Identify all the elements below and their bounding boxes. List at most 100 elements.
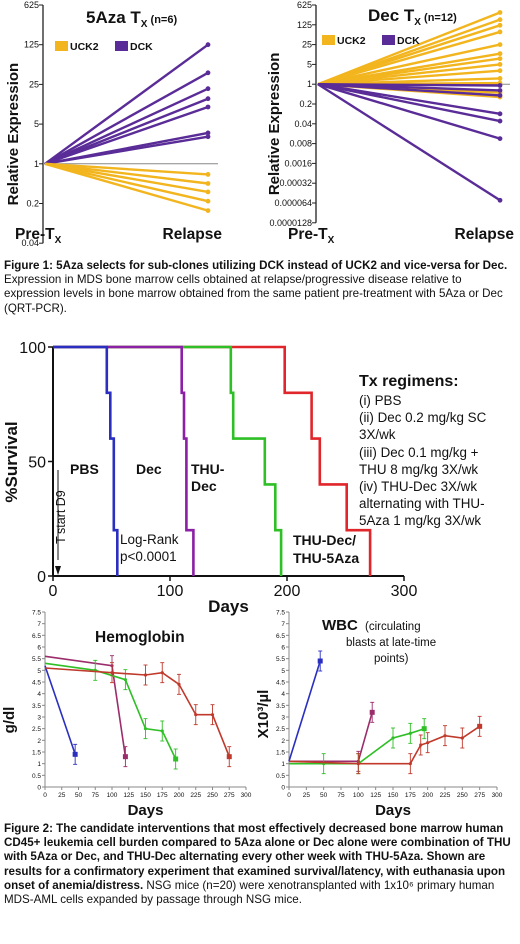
y-tick-label-p1: 125 xyxy=(24,40,39,50)
small-x-tick-label-p5: 300 xyxy=(492,792,503,799)
y-tick-label-p1: 0.2 xyxy=(26,199,39,209)
small-x-tick-label-p5: 275 xyxy=(474,792,485,799)
small-series-endpoint-p5-0 xyxy=(317,658,323,664)
km-label-thu-dec-line1: THU- xyxy=(191,461,225,477)
km-annotation-tx-start: T xyxy=(54,536,68,544)
series-line-p1-1 xyxy=(44,71,209,165)
km-annotation-pvalue: p<0.0001 xyxy=(120,549,177,564)
small-x-tick-label-p5: 100 xyxy=(353,792,364,799)
series-point-p1-7 xyxy=(205,172,211,177)
regimen-item-1: (i) PBS xyxy=(359,393,402,408)
small-series-point-p5-3 xyxy=(443,734,447,738)
series-point-p2-7 xyxy=(497,62,503,67)
km-x-axis-title: Days xyxy=(208,597,249,616)
series-line-p1-9 xyxy=(44,162,209,194)
small-series-point-p4-3 xyxy=(143,673,148,677)
small-x-tick-label-p4: 275 xyxy=(224,792,235,799)
small-series-point-p5-2 xyxy=(408,731,412,735)
small-x-tick-label-p4: 225 xyxy=(190,792,201,799)
small-y-tick-label-p4: 1 xyxy=(37,761,41,768)
small-y-tick-label-p4: 2.5 xyxy=(32,726,41,733)
small-series-point-p5-3 xyxy=(460,736,464,740)
small-y-tick-label-p5: 1 xyxy=(281,761,285,768)
small-series-endpoint-p4-2 xyxy=(173,756,179,762)
small-series-line-p4-2 xyxy=(44,662,177,760)
small-y-tick-label-p5: 4.5 xyxy=(276,680,285,687)
small-y-tick-label-p5: 0.5 xyxy=(276,773,285,780)
small-x-tick-label-p5: 200 xyxy=(422,792,433,799)
series-point-p2-2 xyxy=(497,22,503,28)
regimens-legend: Tx regimens: (i) PBS (ii) Dec 0.2 mg/kg … xyxy=(359,372,519,530)
regimen-item-3a: (iii) Dec 0.1 mg/kg + xyxy=(359,444,479,460)
regimen-item-4b: alternating with THU- xyxy=(359,496,485,512)
series-point-p2-19 xyxy=(497,197,503,203)
series-line-p1-2 xyxy=(44,87,209,165)
small-series-point-p4-3 xyxy=(210,713,215,717)
series-point-p1-5 xyxy=(205,130,211,136)
small-y-tick-label-p4: 6.5 xyxy=(32,633,41,640)
small-y-tick-label-p5: 7.5 xyxy=(276,610,285,617)
series-point-p2-17 xyxy=(497,118,503,124)
small-x-tick-label-p5: 0 xyxy=(287,792,291,799)
series-point-p1-8 xyxy=(205,181,211,186)
small-x-tick-label-p4: 75 xyxy=(92,792,100,799)
small-y-tick-label-p5: 6 xyxy=(281,645,285,652)
wbc-subtitle-line2: blasts at late-time xyxy=(346,637,436,649)
small-x-tick-label-p5: 125 xyxy=(370,792,381,799)
series-point-p1-4 xyxy=(205,104,211,110)
km-x-tick-label: 300 xyxy=(391,583,418,600)
km-annotation-arrow-head xyxy=(55,566,61,575)
small-y-tick-label-p4: 0.5 xyxy=(32,773,41,780)
regimen-item-2b: 3X/wk xyxy=(359,427,396,443)
series-line-p2-4 xyxy=(317,43,501,86)
small-y-tick-label-p5: 5 xyxy=(281,668,285,675)
figure-2-caption: Figure 2: The candidate interventions th… xyxy=(4,822,516,907)
small-x-tick-label-p4: 100 xyxy=(107,792,118,799)
small-y-tick-label-p4: 7.5 xyxy=(32,610,41,617)
small-y-tick-label-p5: 2 xyxy=(281,738,285,745)
x-label-pretx-p2: Pre-TX xyxy=(288,226,335,246)
small-series-line-p4-3 xyxy=(44,667,231,757)
small-series-line-p5-2 xyxy=(289,727,425,765)
km-label-dec: Dec xyxy=(136,461,162,477)
x-label-pretx-p1: Pre-TX xyxy=(15,226,62,246)
small-y-tick-label-p4: 5 xyxy=(37,668,41,675)
y-tick-label-p2: 25 xyxy=(302,40,312,50)
y-tick-label-p2: 5 xyxy=(307,59,312,69)
small-y-tick-label-p4: 6 xyxy=(37,645,41,652)
figure-1-caption-bold: Figure 1: 5Aza selects for sub-clones ut… xyxy=(4,259,508,272)
series-line-p1-11 xyxy=(44,162,209,212)
chart-title-p2: Dec TX (n=12) xyxy=(368,6,457,28)
y-tick-label-p2: 125 xyxy=(297,20,312,30)
small-y-tick-label-p5: 1.5 xyxy=(276,750,285,757)
y-tick-label-p2: 0.0000128 xyxy=(269,218,312,228)
small-y-tick-label-p5: 7 xyxy=(281,621,285,628)
small-x-tick-label-p5: 25 xyxy=(303,792,311,799)
small-y-tick-label-p4: 3 xyxy=(37,715,41,722)
series-point-p2-4 xyxy=(497,42,503,47)
small-y-tick-label-p5: 0 xyxy=(281,785,285,792)
small-series-point-p4-2 xyxy=(160,729,164,733)
small-series-endpoint-p5-1 xyxy=(369,709,375,715)
hemoglobin-title: Hemoglobin xyxy=(95,629,185,646)
small-series-line-p5-0 xyxy=(288,660,321,762)
small-x-tick-label-p5: 225 xyxy=(440,792,451,799)
small-series-point-p5-3 xyxy=(356,762,360,766)
km-x-tick-label: 200 xyxy=(274,583,301,600)
km-y-tick-label: 50 xyxy=(28,455,46,472)
small-x-tick-label-p4: 175 xyxy=(157,792,168,799)
figure-1-caption: Figure 1: 5Aza selects for sub-clones ut… xyxy=(4,259,516,316)
small-series-point-p5-3 xyxy=(426,741,430,745)
small-y-tick-label-p5: 4 xyxy=(281,691,285,698)
small-x-tick-label-p4: 50 xyxy=(75,792,83,799)
km-label-pbs: PBS xyxy=(70,461,99,477)
small-series-line-p5-3 xyxy=(288,725,481,765)
small-y-tick-label-p4: 0 xyxy=(37,785,41,792)
y-tick-label-p2: 0.2 xyxy=(299,99,312,109)
y-tick-label-p2: 1 xyxy=(307,79,312,89)
legend-swatch-uck2-p1 xyxy=(55,41,68,51)
y-tick-label-p1: 1 xyxy=(34,159,39,169)
series-line-p1-8 xyxy=(44,162,209,185)
small-x-tick-label-p4: 200 xyxy=(174,792,185,799)
